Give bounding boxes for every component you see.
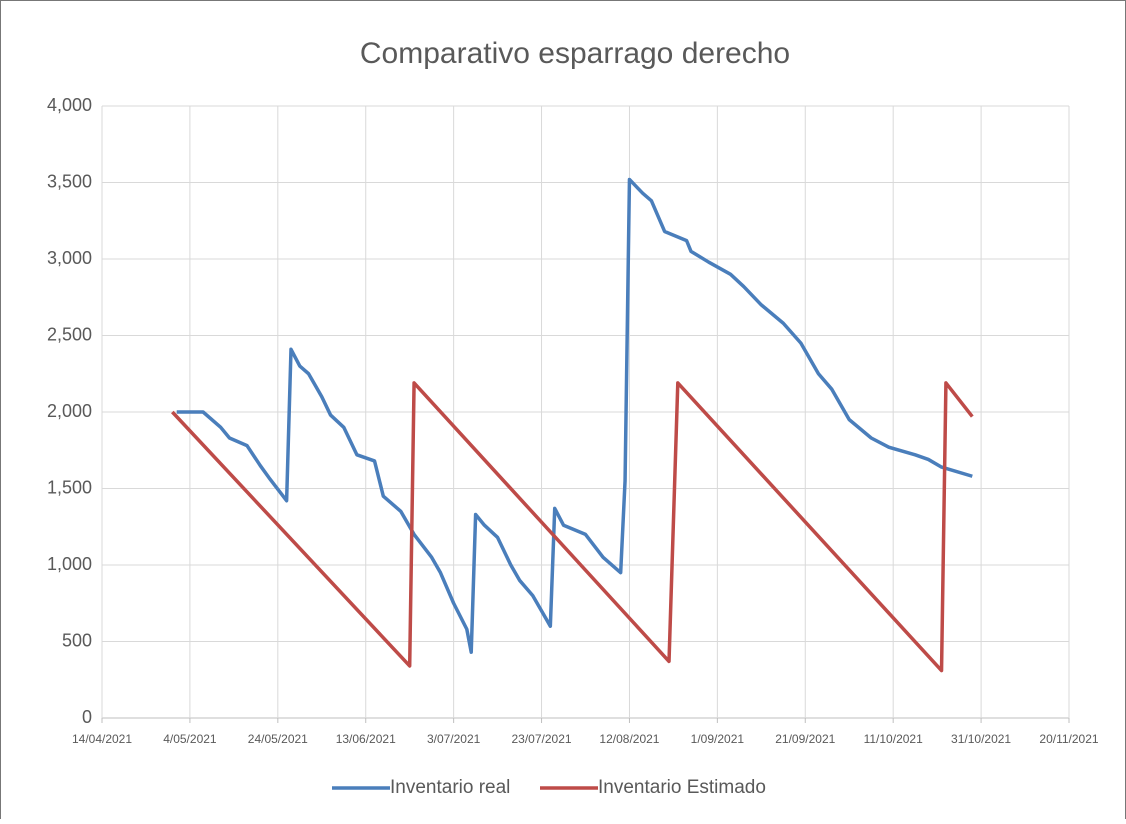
chart-title: Comparativo esparrago derecho xyxy=(360,37,790,70)
x-tick-label: 23/07/2021 xyxy=(512,732,572,746)
legend-label: Inventario real xyxy=(390,777,510,798)
y-tick-label: 0 xyxy=(82,707,92,727)
x-tick-label: 20/11/2021 xyxy=(1039,732,1098,746)
x-tick-label: 21/09/2021 xyxy=(775,732,835,746)
y-tick-label: 2,500 xyxy=(47,324,92,344)
x-tick-label: 1/09/2021 xyxy=(691,732,745,746)
x-tick-label: 3/07/2021 xyxy=(427,732,481,746)
y-tick-label: 1,000 xyxy=(47,554,92,574)
y-tick-label: 2,000 xyxy=(47,401,92,421)
y-tick-label: 3,500 xyxy=(47,171,92,191)
x-tick-label: 31/10/2021 xyxy=(951,732,1011,746)
line-series xyxy=(171,381,974,673)
legend-label: Inventario Estimado xyxy=(598,777,766,798)
y-tick-label: 500 xyxy=(62,630,92,650)
y-tick-label: 3,000 xyxy=(47,248,92,268)
x-tick-label: 4/05/2021 xyxy=(163,732,217,746)
x-tick-label: 11/10/2021 xyxy=(864,732,923,746)
y-tick-label: 4,000 xyxy=(47,95,92,115)
x-tick-label: 24/05/2021 xyxy=(248,732,308,746)
line-series xyxy=(176,177,973,654)
x-tick-label: 13/06/2021 xyxy=(336,732,396,746)
x-tick-label: 12/08/2021 xyxy=(599,732,659,746)
x-tick-label: 14/04/2021 xyxy=(72,732,132,746)
y-tick-label: 1,500 xyxy=(47,477,92,497)
